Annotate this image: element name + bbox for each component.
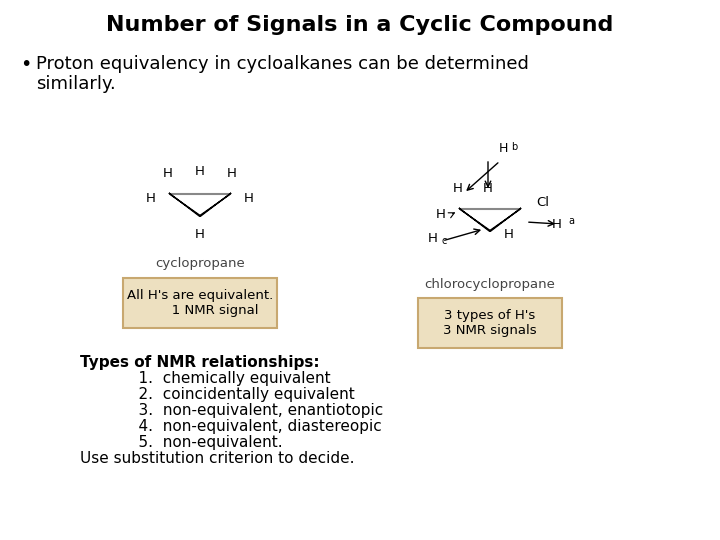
Text: 3 types of H's
3 NMR signals: 3 types of H's 3 NMR signals bbox=[444, 309, 537, 337]
Polygon shape bbox=[169, 193, 201, 216]
Text: 3.  non-equivalent, enantiotopic: 3. non-equivalent, enantiotopic bbox=[80, 403, 383, 418]
Text: cyclopropane: cyclopropane bbox=[155, 257, 245, 270]
Text: c: c bbox=[441, 236, 446, 246]
Text: All H's are equivalent.
       1 NMR signal: All H's are equivalent. 1 NMR signal bbox=[127, 289, 273, 317]
Text: H: H bbox=[195, 228, 205, 241]
Text: H: H bbox=[428, 233, 438, 246]
Text: Proton equivalency in cycloalkanes can be determined: Proton equivalency in cycloalkanes can b… bbox=[36, 55, 529, 73]
Text: chlorocyclopropane: chlorocyclopropane bbox=[425, 278, 555, 291]
Text: similarly.: similarly. bbox=[36, 75, 116, 93]
Text: 1.  chemically equivalent: 1. chemically equivalent bbox=[80, 371, 330, 386]
FancyBboxPatch shape bbox=[418, 298, 562, 348]
Text: H: H bbox=[436, 208, 446, 221]
Text: 5.  non-equivalent.: 5. non-equivalent. bbox=[80, 435, 283, 450]
Polygon shape bbox=[199, 193, 231, 216]
Text: a: a bbox=[568, 216, 574, 226]
Polygon shape bbox=[459, 208, 491, 231]
Text: H: H bbox=[227, 167, 237, 180]
Text: •: • bbox=[20, 55, 32, 74]
Text: H: H bbox=[483, 182, 493, 195]
Text: 4.  non-equivalent, diastereopic: 4. non-equivalent, diastereopic bbox=[80, 419, 382, 434]
Text: b: b bbox=[511, 142, 517, 152]
Text: 2.  coincidentally equivalent: 2. coincidentally equivalent bbox=[80, 387, 355, 402]
Text: Types of NMR relationships:: Types of NMR relationships: bbox=[80, 355, 320, 370]
Polygon shape bbox=[489, 208, 521, 231]
Text: H: H bbox=[146, 192, 156, 205]
Text: H: H bbox=[453, 182, 463, 195]
Text: H: H bbox=[504, 228, 514, 241]
Text: H: H bbox=[195, 165, 205, 178]
Text: H: H bbox=[499, 142, 508, 155]
Text: Use substitution criterion to decide.: Use substitution criterion to decide. bbox=[80, 451, 354, 466]
Text: Cl: Cl bbox=[536, 197, 549, 210]
Text: Number of Signals in a Cyclic Compound: Number of Signals in a Cyclic Compound bbox=[107, 15, 613, 35]
Text: H: H bbox=[163, 167, 173, 180]
Text: H: H bbox=[244, 192, 254, 205]
FancyBboxPatch shape bbox=[123, 278, 277, 328]
Text: H: H bbox=[552, 218, 562, 231]
